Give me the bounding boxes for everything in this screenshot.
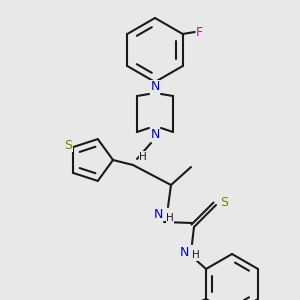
Text: H: H: [192, 250, 200, 260]
Text: N: N: [179, 245, 189, 259]
Text: S: S: [220, 196, 228, 209]
Text: N: N: [150, 128, 160, 142]
Text: H: H: [139, 152, 147, 162]
Text: N: N: [153, 208, 163, 221]
Text: F: F: [196, 26, 203, 38]
Text: N: N: [150, 80, 160, 94]
Text: H: H: [166, 213, 174, 223]
Text: S: S: [64, 139, 72, 152]
